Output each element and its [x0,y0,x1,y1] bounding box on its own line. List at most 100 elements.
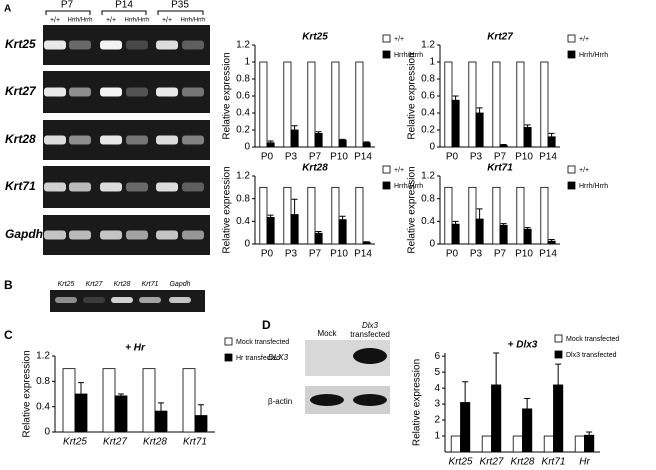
bar [338,219,347,245]
x-tick-label: P3 [470,152,483,163]
x-tick-label: P3 [285,249,298,260]
row-label: β-actin [268,397,292,406]
bar [74,393,88,433]
lane-label: Krt28 [114,281,131,288]
bar [574,435,585,453]
lane-label: transfected [350,330,390,339]
panel-label: A [4,4,11,15]
bar [362,241,371,245]
x-tick-label: Krt71 [183,437,207,448]
bar [584,434,595,453]
bar [307,186,316,245]
legend-swatch [382,50,391,59]
bar [450,435,461,453]
x-tick-label: P7 [309,249,322,260]
gel-band [182,40,204,50]
bar [516,61,525,148]
error-bar [555,363,562,385]
error-bar [158,402,164,412]
gel-band [44,230,66,240]
gel-band [156,40,178,50]
gel-band [156,87,178,97]
x-tick-label: P7 [494,152,507,163]
bar [338,139,347,148]
error-bar [363,241,370,243]
y-tick-label: 0.8 [421,74,435,85]
lane-label: Krt71 [142,281,159,288]
legend-swatch [567,34,576,43]
bar [182,368,196,433]
legend-swatch [567,181,576,190]
gel-band [44,135,66,145]
legend-swatch [224,353,233,362]
y-axis-label: Relative expression [407,166,418,253]
x-tick-label: Krt25 [449,457,473,468]
error-bar [267,140,274,143]
y-tick-label: 2 [434,415,440,426]
legend-swatch [382,165,391,174]
bar [259,186,268,245]
bar [468,61,477,148]
error-bar [267,214,274,218]
bar [491,384,502,453]
error-bar [493,352,500,385]
gel-band [100,135,122,145]
y-axis-label: Relative expression [22,350,33,437]
y-tick-label: 0.6 [236,91,250,102]
error-bar [198,404,204,416]
x-tick-label: P0 [261,152,274,163]
y-axis-label: Relative expression [222,52,233,139]
gel-band [111,297,133,303]
legend-label: +/+ [394,36,404,43]
bar [142,368,156,433]
x-tick-label: Krt28 [511,457,535,468]
lane-label: Krt25 [58,281,75,288]
y-tick-label: 0 [244,239,250,250]
blot-band [353,348,387,364]
y-tick-label: 0.4 [421,108,435,119]
bar [194,415,208,433]
gel-band [83,297,105,303]
bar [290,214,299,245]
x-tick-label: P10 [515,249,533,260]
bar [547,240,556,245]
bar [283,186,292,245]
gel-band [126,87,148,97]
error-bar [315,131,322,134]
blot-band [353,394,387,406]
row-label: DLX3 [268,353,289,362]
y-tick-label: 0.8 [421,193,435,204]
bar [543,435,554,453]
error-bar [476,107,483,113]
legend-label: Hrrh/Hrrh [579,183,608,190]
bar [512,435,523,453]
bar [444,61,453,148]
chart-title: + Dlx3 [508,340,538,351]
x-tick-label: Hr [579,457,590,468]
y-tick-label: 1 [434,431,440,442]
legend-swatch [382,181,391,190]
y-tick-label: 1.2 [236,40,250,51]
legend-swatch [567,50,576,59]
gel-band [169,297,191,303]
gel-band [126,182,148,192]
bar [290,129,299,148]
x-tick-label: P3 [285,152,298,163]
legend-label: Hrrh/Hrrh [579,52,608,59]
bar [540,186,549,245]
gene-label: Krt71 [5,179,36,193]
chart-title: Krt27 [487,32,513,43]
error-bar [315,231,322,234]
bar [492,186,501,245]
bar [154,410,168,433]
gel-band [182,230,204,240]
legend-label: Dlx3 transfected [566,352,617,359]
bar [492,61,501,148]
error-bar [118,393,124,396]
x-tick-label: Krt71 [542,457,566,468]
bar [460,402,471,453]
error-bar [363,141,370,143]
y-tick-label: 0.4 [236,216,250,227]
bar [475,112,484,148]
x-tick-label: P10 [330,152,348,163]
